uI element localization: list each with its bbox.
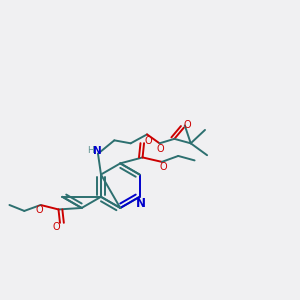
Text: O: O — [159, 162, 167, 172]
Text: O: O — [144, 136, 152, 146]
Text: H: H — [87, 146, 94, 155]
Text: O: O — [52, 222, 60, 232]
Text: O: O — [156, 144, 164, 154]
Text: N: N — [93, 146, 101, 156]
Text: N: N — [136, 197, 146, 210]
Text: O: O — [36, 205, 43, 215]
Text: O: O — [184, 120, 192, 130]
